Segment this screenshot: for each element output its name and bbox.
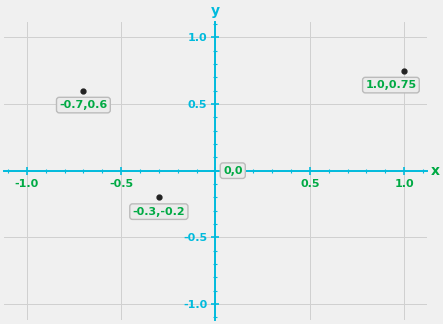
- Text: -0.7,0.6: -0.7,0.6: [59, 100, 108, 110]
- Text: x: x: [431, 164, 439, 178]
- Text: 1.0,0.75: 1.0,0.75: [365, 80, 416, 90]
- Text: 0,0: 0,0: [223, 166, 242, 176]
- Text: -0.3,-0.2: -0.3,-0.2: [132, 207, 185, 217]
- Text: y: y: [211, 4, 220, 17]
